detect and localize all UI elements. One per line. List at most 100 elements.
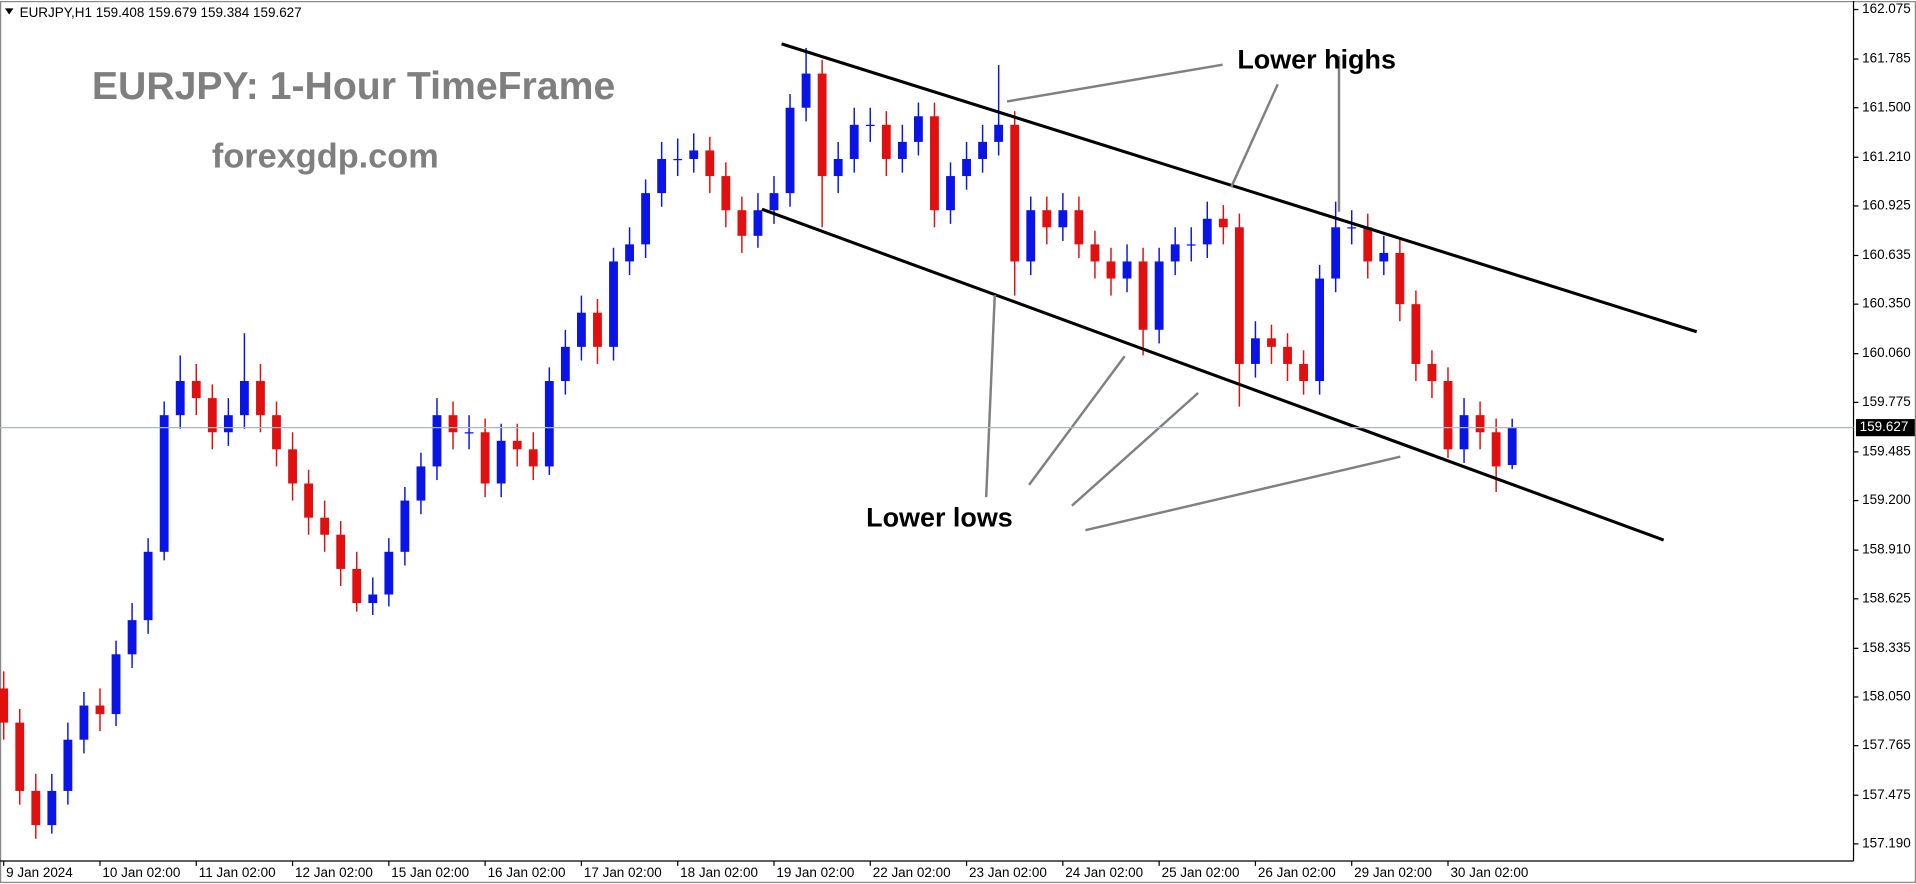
channel-upper (781, 42, 1698, 334)
y-tick-label: 159.775 (1862, 394, 1911, 409)
candle-body (352, 568, 362, 604)
y-tick-label: 160.060 (1862, 345, 1911, 360)
candle-body (897, 141, 907, 159)
candle-body (625, 244, 634, 262)
candle-body (432, 415, 442, 467)
candle-body (994, 124, 1004, 142)
x-tick-label: 25 Jan 02:00 (1162, 865, 1240, 880)
annotation: Lower highs (1237, 44, 1396, 74)
candle-body (1202, 218, 1212, 245)
candle-body (127, 620, 137, 655)
candle-body (1058, 210, 1068, 228)
plot (0, 47, 1517, 839)
candle-body (1347, 227, 1357, 229)
candle-body (480, 432, 490, 484)
candle-body (865, 124, 875, 127)
candle-body (1090, 244, 1100, 262)
candle-body (721, 176, 731, 211)
candle-body (528, 449, 538, 467)
y-tick-label: 158.335 (1862, 640, 1911, 655)
y-tick-label: 158.910 (1862, 542, 1911, 557)
chart-title: EURJPY: 1-Hour TimeFrame (92, 65, 615, 108)
candle-body (1218, 218, 1228, 228)
candle-body (1138, 261, 1148, 330)
candle-body (785, 107, 795, 194)
y-tick-label: 157.475 (1862, 787, 1911, 802)
pointer (1071, 392, 1199, 507)
channel-lower (761, 207, 1665, 542)
chart-subtitle: forexgdp.com (212, 138, 439, 176)
candle-body (1267, 338, 1276, 347)
candle-body (336, 534, 346, 569)
candle-body (593, 312, 602, 347)
x-tick-label: 30 Jan 02:00 (1450, 865, 1528, 880)
candle-body (753, 210, 763, 236)
candle-body (1170, 244, 1180, 262)
x-tick-label: 26 Jan 02:00 (1258, 865, 1336, 880)
candle-body (31, 790, 41, 826)
x-tick-label: 24 Jan 02:00 (1065, 865, 1143, 880)
y-tick-label: 157.765 (1862, 737, 1911, 752)
candle-body (95, 705, 105, 715)
y-tick-label: 161.210 (1862, 149, 1911, 164)
candle-body (223, 415, 233, 433)
candle-body (111, 654, 121, 715)
candle-body (1491, 432, 1501, 467)
candle-body (560, 346, 570, 382)
candle-body (1154, 261, 1164, 330)
x-tick-label: 29 Jan 02:00 (1354, 865, 1432, 880)
menu-icon[interactable] (4, 8, 14, 15)
y-tick-label: 162.075 (1862, 1, 1911, 16)
candle-body (1026, 210, 1036, 262)
candle-body (705, 150, 715, 177)
candle-body (256, 381, 265, 416)
candle-body (544, 381, 554, 467)
y-tick-label: 157.190 (1862, 835, 1911, 850)
price-label: 159.627 (1860, 419, 1909, 434)
y-tick-label: 161.500 (1862, 99, 1911, 114)
candle-body (641, 193, 651, 245)
pointer (984, 294, 996, 498)
candle-body (881, 124, 891, 159)
price-label-box (1855, 419, 1915, 437)
candle-body (512, 440, 522, 450)
candle-body (978, 141, 988, 159)
candle-body (914, 116, 923, 142)
candle-body (1427, 363, 1437, 382)
candle-body (1459, 415, 1469, 450)
candle-body (0, 688, 9, 723)
candle-body (1074, 210, 1084, 245)
candle-body (576, 312, 586, 347)
candle-body (496, 440, 506, 484)
candle-body (1186, 244, 1196, 246)
x-tick-label: 19 Jan 02:00 (776, 865, 854, 880)
candle-body (272, 415, 281, 450)
candle-body (962, 158, 971, 177)
candle-body (384, 551, 394, 595)
x-tick-label: 18 Jan 02:00 (680, 865, 758, 880)
candle-body (1443, 381, 1453, 450)
candle-body (609, 261, 618, 347)
candle-body (1395, 252, 1405, 305)
candle-body (1331, 227, 1341, 279)
candle-body (191, 381, 201, 399)
candle-body (1010, 124, 1020, 262)
candle-body (673, 158, 683, 161)
candle-body (1363, 227, 1373, 262)
candle-body (320, 517, 330, 535)
y-tick-label: 158.625 (1862, 590, 1911, 605)
candle-body (1122, 261, 1132, 279)
pointer (1085, 455, 1401, 532)
candle-body (63, 739, 73, 791)
header: EURJPY,H1 159.408 159.679 159.384 159.62… (20, 5, 302, 20)
candle-body (1299, 363, 1308, 382)
candle-body (946, 176, 955, 211)
annotation: Lower lows (866, 503, 1013, 533)
y-tick-label: 159.485 (1862, 443, 1911, 458)
candle-body (1283, 346, 1292, 364)
candle-body (1042, 210, 1052, 228)
candle-body (288, 449, 297, 484)
x-tick-label: 15 Jan 02:00 (391, 865, 469, 880)
